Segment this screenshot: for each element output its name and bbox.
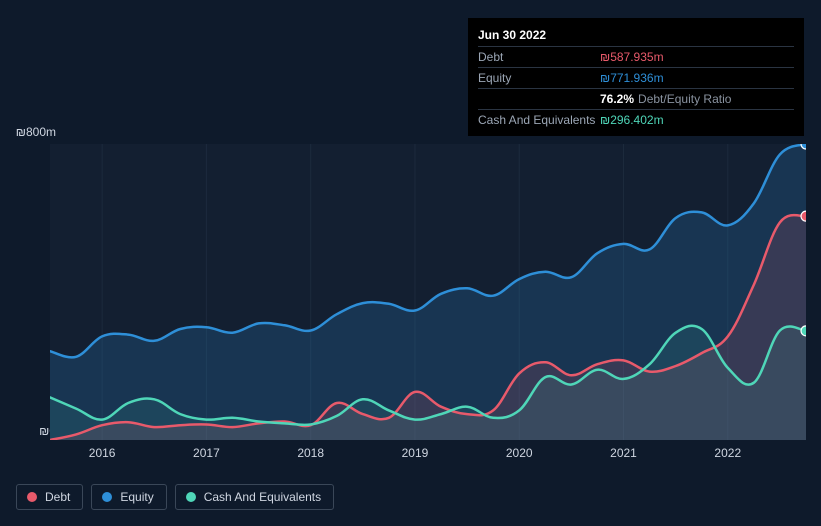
- tooltip-value-debt: ₪587.935m: [600, 50, 664, 64]
- tooltip-row-equity: Equity ₪771.936m: [478, 67, 794, 88]
- x-axis-tick-label: 2016: [89, 446, 116, 460]
- x-axis-tick-label: 2021: [610, 446, 637, 460]
- tooltip-date: Jun 30 2022: [478, 24, 794, 46]
- legend-label: Equity: [120, 490, 153, 504]
- legend-dot-icon: [27, 492, 37, 502]
- tooltip-panel: Jun 30 2022 Debt ₪587.935m Equity ₪771.9…: [468, 18, 804, 136]
- tooltip-row-ratio: 76.2% Debt/Equity Ratio: [478, 88, 794, 109]
- tooltip-label-empty: [478, 92, 600, 106]
- x-axis-tick-label: 2017: [193, 446, 220, 460]
- legend-item-cash[interactable]: Cash And Equivalents: [175, 484, 334, 510]
- plot-region[interactable]: [50, 144, 806, 440]
- legend: Debt Equity Cash And Equivalents: [16, 484, 334, 510]
- legend-label: Cash And Equivalents: [204, 490, 321, 504]
- chart-area: ₪800m ₪0 2016201720182019202020212022: [16, 120, 806, 500]
- tooltip-value-ratio: 76.2% Debt/Equity Ratio: [600, 92, 731, 106]
- x-axis-labels: 2016 2017 2018 2019 2020 2021 2022: [50, 446, 806, 466]
- x-axis-tick-label: 2018: [297, 446, 324, 460]
- tooltip-label: Debt: [478, 50, 600, 64]
- chart-container: Jun 30 2022 Debt ₪587.935m Equity ₪771.9…: [0, 0, 821, 526]
- legend-label: Debt: [45, 490, 70, 504]
- legend-dot-icon: [186, 492, 196, 502]
- ratio-percent: 76.2%: [600, 92, 634, 106]
- x-axis-tick-label: 2019: [402, 446, 429, 460]
- tooltip-value-equity: ₪771.936m: [600, 71, 664, 85]
- legend-item-equity[interactable]: Equity: [91, 484, 166, 510]
- x-axis-tick-label: 2020: [506, 446, 533, 460]
- legend-item-debt[interactable]: Debt: [16, 484, 83, 510]
- y-axis-label-max: ₪800m: [12, 125, 56, 139]
- tooltip-row-debt: Debt ₪587.935m: [478, 46, 794, 67]
- tooltip-label: Equity: [478, 71, 600, 85]
- x-axis-tick-label: 2022: [714, 446, 741, 460]
- legend-dot-icon: [102, 492, 112, 502]
- ratio-label: Debt/Equity Ratio: [638, 92, 731, 106]
